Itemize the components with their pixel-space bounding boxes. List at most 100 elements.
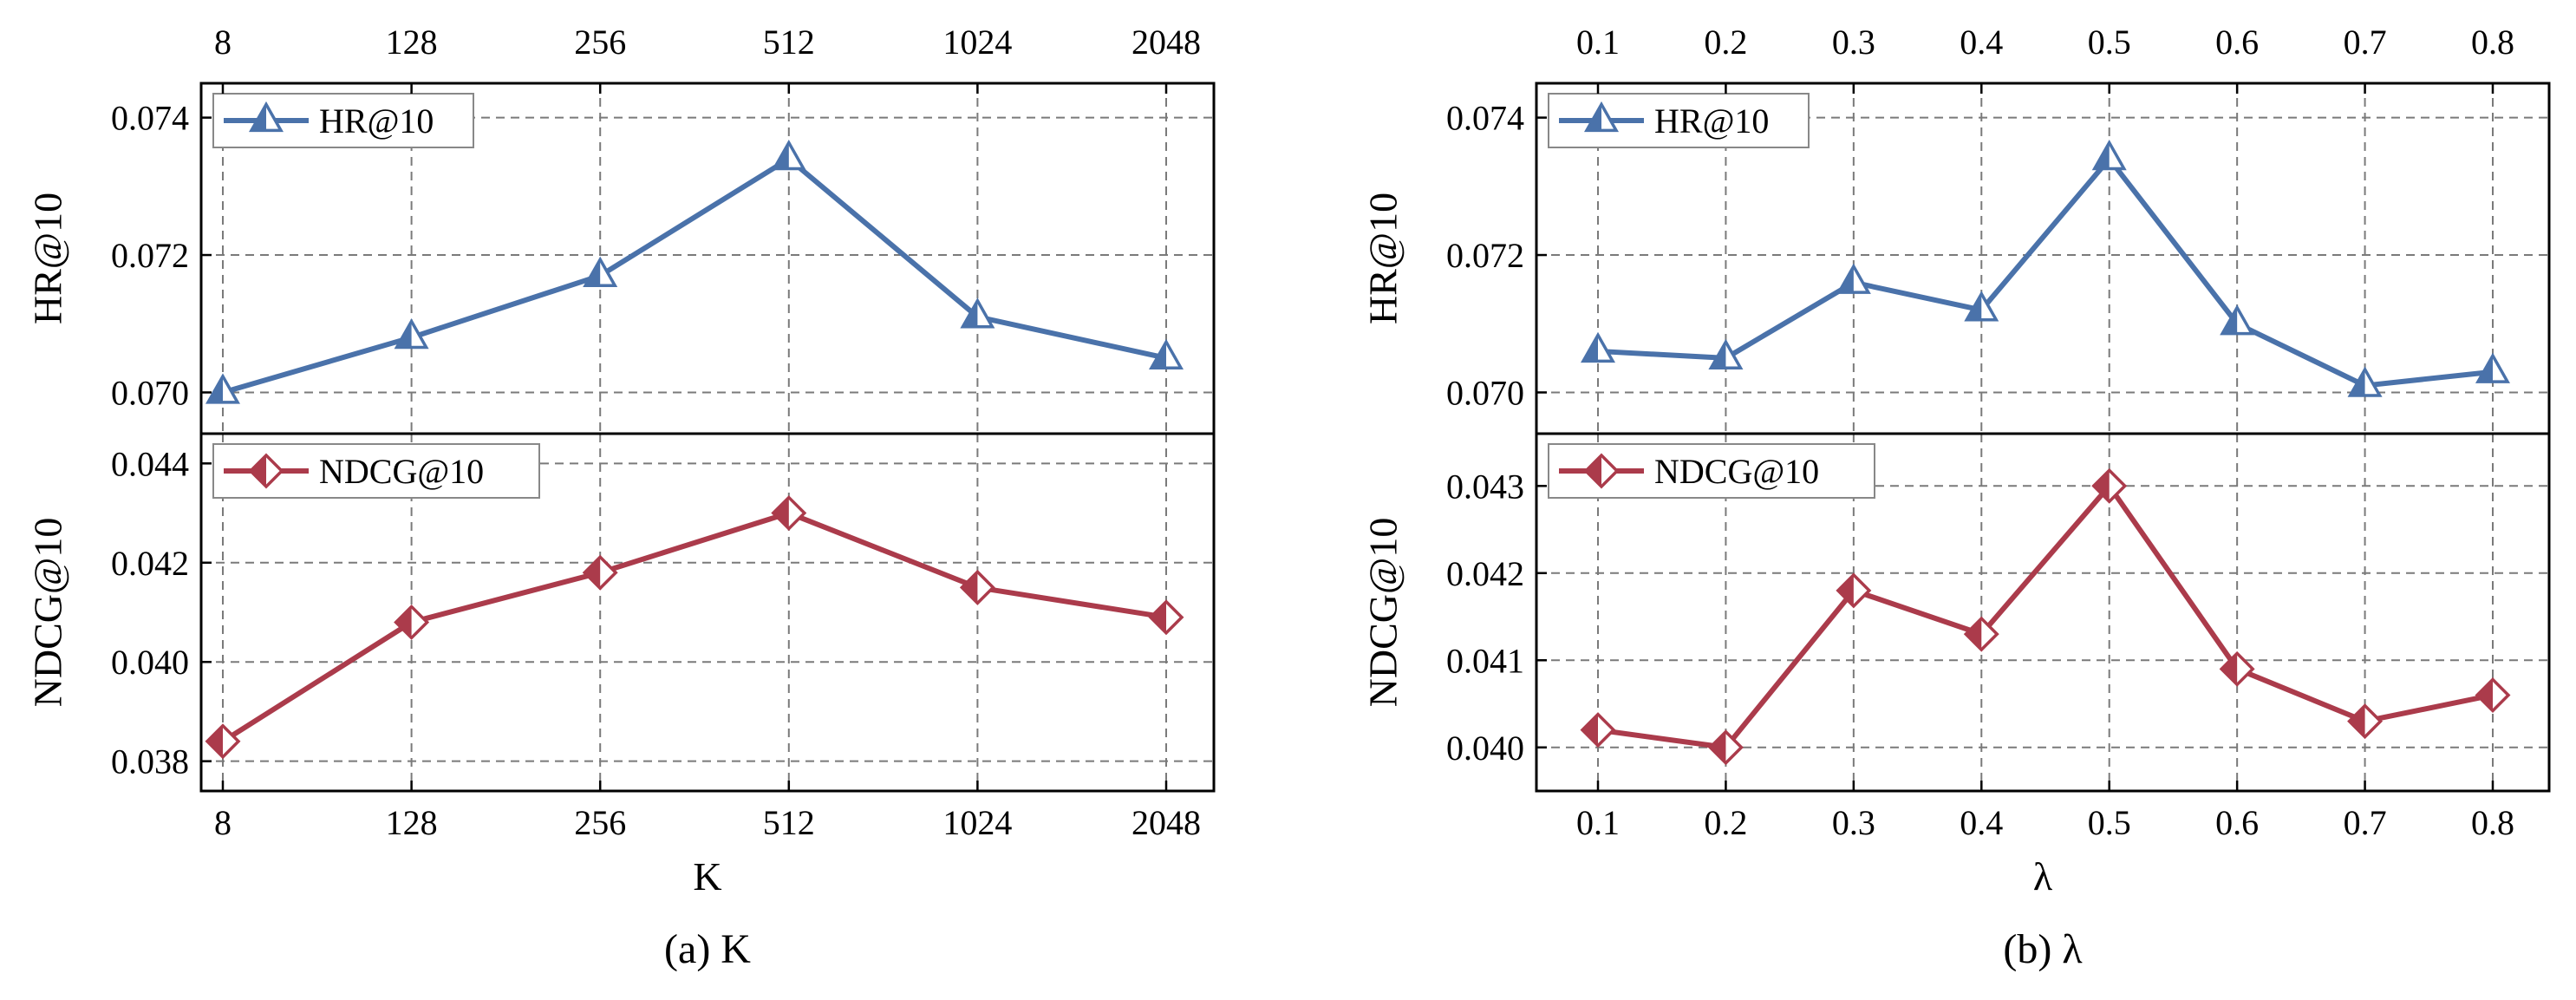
y-tick-label: 0.040 [1446,729,1524,768]
x-axis-label: λ [2033,854,2053,899]
data-point [394,604,430,640]
x-tick-label-top: 128 [386,23,438,62]
y-axis-label: HR@10 [26,193,70,324]
y-tick-label: 0.072 [1446,236,1524,275]
y-tick-label: 0.074 [111,99,189,138]
data-point [771,495,807,532]
data-point [2220,304,2255,336]
data-point [2091,467,2128,504]
legend-marker [1583,101,1620,133]
x-tick-label: 8 [214,803,232,842]
x-tick-label-top: 2048 [1131,23,1201,62]
data-point [1148,338,1184,370]
y-tick-label: 0.044 [111,444,189,483]
data-point [2219,650,2255,687]
x-tick-label-top: 0.8 [2471,23,2514,62]
x-tick-label: 0.1 [1576,803,1620,842]
data-point [394,317,429,350]
data-point [2475,676,2511,713]
x-tick-label-top: 512 [763,23,815,62]
data-point [1964,291,1999,322]
x-tick-label: 0.3 [1832,803,1875,842]
data-point [1836,572,1872,609]
x-tick-label-top: 0.6 [2215,23,2259,62]
data-point [2091,139,2127,171]
data-point [2347,366,2383,397]
data-point [583,256,618,287]
x-tick-label-top: 0.2 [1704,23,1747,62]
legend-label: HR@10 [1654,101,1769,141]
data-point [205,373,241,404]
x-axis-label: K [693,854,721,899]
legend-marker [1583,453,1620,489]
data-point [1707,729,1744,766]
legend-label: NDCG@10 [319,452,484,491]
subplot-bottom: 0.038 0.040 0.042 0.044 NDCG@10 NDCG@10 [26,432,1216,793]
subplot-frame [199,432,1216,793]
subplot-frame [1535,432,2551,793]
subplot-top: 0.070 0.072 0.074 HR@10 HR@10 [26,82,1216,435]
y-tick-label: 0.043 [1446,467,1524,506]
legend-label: HR@10 [319,101,434,141]
data-point [771,139,806,171]
data-point [1963,616,1999,652]
y-tick-label: 0.070 [1446,373,1524,412]
y-tick-label: 0.041 [1446,641,1524,680]
y-tick-label: 0.074 [1446,99,1524,138]
legend: HR@10 [212,93,474,148]
panel-b: 0.070 0.072 0.074 HR@10 HR@10 0.040 0.041 0.042… [1361,23,2551,972]
y-axis-label: NDCG@10 [1361,518,1405,708]
y-tick-label: 0.042 [111,544,189,583]
x-tick-label-top: 0.7 [2344,23,2387,62]
data-point [1148,599,1184,636]
subplot-top: 0.070 0.072 0.074 HR@10 HR@10 [1361,82,2551,435]
y-tick-label: 0.042 [1446,554,1524,593]
data-point [2347,703,2384,740]
series-line [1597,156,2494,389]
y-tick-label: 0.070 [111,373,189,412]
data-point [205,723,241,760]
x-tick-label: 128 [386,803,438,842]
panel-caption: (b) λ [2003,926,2083,972]
x-tick-label: 2048 [1131,803,1201,842]
data-point [1708,338,1744,370]
data-point [1580,712,1616,748]
data-point [1580,331,1616,363]
legend: NDCG@10 [1548,443,1875,499]
x-tick-label: 256 [574,803,626,842]
x-tick-label: 0.8 [2471,803,2514,842]
y-tick-label: 0.038 [111,742,189,781]
x-tick-label: 0.6 [2215,803,2259,842]
legend-marker [248,101,284,133]
y-axis-label: HR@10 [1361,193,1405,324]
y-tick-label: 0.040 [111,643,189,682]
x-tick-label: 0.4 [1960,803,2003,842]
x-tick-label: 0.5 [2088,803,2131,842]
x-tick-label-top: 0.3 [1832,23,1875,62]
x-tick-label: 0.7 [2344,803,2387,842]
x-tick-label-top: 256 [574,23,626,62]
x-tick-label: 512 [763,803,815,842]
legend-marker [248,453,284,489]
x-tick-label-top: 0.5 [2088,23,2131,62]
series-line [221,510,1167,744]
x-tick-label-top: 0.4 [1960,23,2003,62]
legend-box [212,93,474,148]
y-axis-label: NDCG@10 [26,518,70,708]
x-tick-label-top: 8 [214,23,232,62]
y-tick-label: 0.072 [111,236,189,275]
series-line [222,156,1167,395]
legend-label: NDCG@10 [1654,452,1819,491]
x-tick-label-top: 1024 [942,23,1012,62]
panel-caption: (a) K [664,926,751,972]
data-point [960,297,995,329]
x-tick-label: 0.2 [1704,803,1747,842]
data-point [1836,263,1871,294]
data-point [582,554,618,591]
data-point [959,569,995,605]
legend: HR@10 [1548,93,1810,148]
x-tick-label-top: 0.1 [1576,23,1620,62]
series-line [1597,483,2494,750]
subplot-bottom: 0.040 0.041 0.042 0.043 NDCG@10 NDCG@10 [1361,432,2551,793]
